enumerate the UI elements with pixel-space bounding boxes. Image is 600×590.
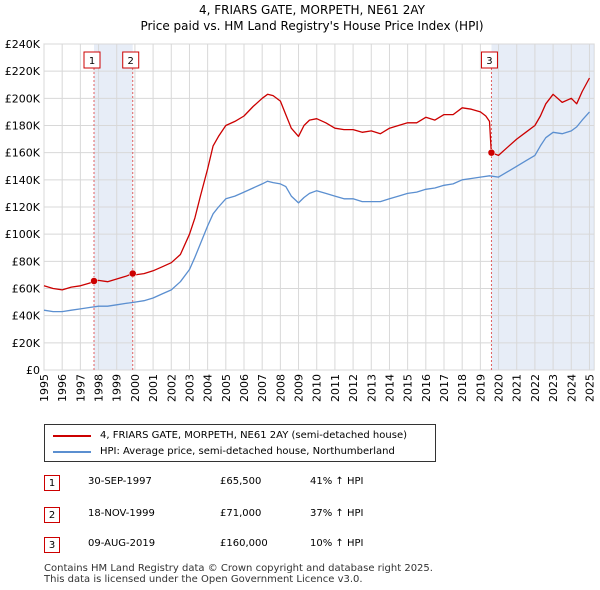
sale-points bbox=[90, 148, 496, 285]
x-tick-label: 2015 bbox=[402, 374, 415, 402]
x-tick-label: 1996 bbox=[56, 374, 69, 402]
sale-markers bbox=[93, 52, 492, 370]
sale-point bbox=[128, 269, 137, 278]
x-tick-label: 2011 bbox=[329, 374, 342, 402]
footer-licence: This data is licensed under the Open Gov… bbox=[44, 574, 363, 585]
x-tick-label: 2022 bbox=[529, 374, 542, 402]
x-tick-label: 2016 bbox=[420, 374, 433, 402]
x-tick-label: 2013 bbox=[365, 374, 378, 402]
x-tick-label: 2004 bbox=[202, 374, 215, 402]
sale-badge-marker bbox=[480, 51, 498, 69]
x-tick-label: 2021 bbox=[511, 374, 524, 402]
x-tick-label: 1997 bbox=[74, 374, 87, 402]
x-axis: 1995 1996 1997 1998 1999 2000 2001 2002 2003 2004… bbox=[38, 374, 596, 402]
legend-swatch-property bbox=[53, 435, 91, 437]
y-tick-label: £160K bbox=[5, 147, 41, 160]
sale-point bbox=[90, 277, 98, 285]
y-axis: £0 £20K £40K £60K £80K £100K £120K £140K £160K £1… bbox=[5, 38, 41, 377]
legend-label-hpi: HPI: Average price, semi-detached house,… bbox=[100, 446, 395, 457]
sale-price: £65,500 bbox=[220, 476, 262, 487]
y-tick-label: £200K bbox=[5, 92, 41, 105]
footer: Contains HM Land Registry data © Crown c… bbox=[44, 563, 433, 585]
x-tick-label: 2009 bbox=[293, 374, 306, 402]
x-tick-label: 2001 bbox=[147, 374, 160, 402]
x-tick-label: 2012 bbox=[347, 374, 360, 402]
sale-date: 30-SEP-1997 bbox=[88, 476, 152, 487]
x-tick-label: 2017 bbox=[438, 374, 451, 402]
y-tick-label: £80K bbox=[12, 255, 41, 268]
sale-badge: 1 bbox=[44, 475, 60, 491]
sale-price: £71,000 bbox=[220, 508, 262, 519]
chart-title: 4, FRIARS GATE, MORPETH, NE61 2AY bbox=[199, 3, 426, 17]
y-tick-label: £60K bbox=[12, 283, 41, 296]
x-tick-label: 2023 bbox=[547, 374, 560, 402]
y-tick-label: £240K bbox=[5, 38, 41, 51]
sale-badge-marker bbox=[122, 51, 140, 69]
sale-date: 09-AUG-2019 bbox=[88, 538, 156, 549]
x-tick-label: 1998 bbox=[93, 374, 106, 402]
y-tick-label: £20K bbox=[12, 337, 41, 350]
x-tick-label: 2005 bbox=[220, 374, 233, 402]
grid-lines bbox=[43, 43, 594, 371]
sale-hpi-change: 41% ↑ HPI bbox=[310, 476, 364, 487]
sale-badge-marker bbox=[83, 51, 101, 69]
footer-copyright: Contains HM Land Registry data © Crown c… bbox=[44, 563, 433, 574]
sale-hpi-change: 37% ↑ HPI bbox=[310, 508, 364, 519]
sale-hpi-change: 10% ↑ HPI bbox=[310, 538, 364, 549]
y-tick-label: £0 bbox=[26, 364, 40, 377]
price-chart: 4, FRIARS GATE, MORPETH, NE61 2AY Price … bbox=[5, 3, 597, 402]
y-tick-label: £180K bbox=[5, 120, 41, 133]
x-tick-label: 1995 bbox=[38, 374, 51, 402]
chart-subtitle: Price paid vs. HM Land Registry's House … bbox=[140, 19, 483, 33]
sale-price: £160,000 bbox=[220, 538, 268, 549]
legend-swatch-hpi bbox=[53, 451, 91, 453]
sale-badge: 3 bbox=[44, 537, 60, 553]
y-tick-label: £100K bbox=[5, 228, 41, 241]
x-tick-label: 2019 bbox=[474, 374, 487, 402]
sale-row: 2 18-NOV-1999 £71,000 37% ↑ HPI bbox=[44, 507, 444, 527]
y-tick-label: £40K bbox=[12, 310, 41, 323]
sale-badge-label: 3 bbox=[486, 56, 492, 67]
legend: 4, FRIARS GATE, MORPETH, NE61 2AY (semi-… bbox=[44, 424, 436, 462]
x-tick-label: 2008 bbox=[274, 374, 287, 402]
legend-label-property: 4, FRIARS GATE, MORPETH, NE61 2AY (semi-… bbox=[100, 430, 407, 441]
sale-date: 18-NOV-1999 bbox=[88, 508, 155, 519]
sale-row: 3 09-AUG-2019 £160,000 10% ↑ HPI bbox=[44, 537, 444, 557]
x-tick-label: 2020 bbox=[493, 374, 506, 402]
sale-badge: 2 bbox=[44, 507, 60, 523]
y-tick-label: £220K bbox=[5, 65, 41, 78]
sale-badge-label: 1 bbox=[89, 56, 95, 67]
x-tick-label: 2010 bbox=[311, 374, 324, 402]
x-tick-label: 2014 bbox=[383, 374, 396, 402]
x-tick-label: 2024 bbox=[565, 374, 578, 402]
x-tick-label: 2006 bbox=[238, 374, 251, 402]
x-tick-label: 2018 bbox=[456, 374, 469, 402]
y-tick-label: £120K bbox=[5, 201, 41, 214]
y-tick-label: £140K bbox=[5, 174, 41, 187]
sale-badge-label: 2 bbox=[128, 56, 134, 67]
x-tick-label: 2000 bbox=[129, 374, 142, 402]
x-tick-label: 2025 bbox=[583, 374, 596, 402]
sale-point bbox=[487, 148, 496, 157]
x-tick-label: 2002 bbox=[165, 374, 178, 402]
hpi-line bbox=[43, 111, 590, 313]
x-tick-label: 2007 bbox=[256, 374, 269, 402]
sale-row: 1 30-SEP-1997 £65,500 41% ↑ HPI bbox=[44, 475, 444, 495]
x-tick-label: 1999 bbox=[111, 374, 124, 402]
sale-badges: 1 2 3 bbox=[83, 51, 498, 69]
x-tick-label: 2003 bbox=[183, 374, 196, 402]
